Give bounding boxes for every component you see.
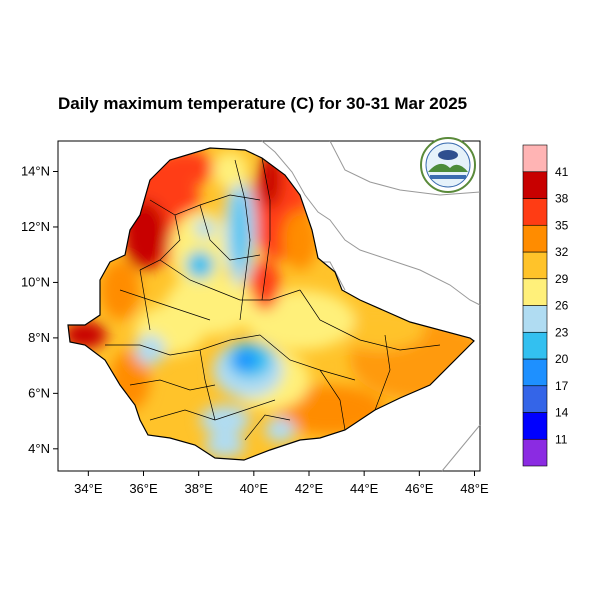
x-tick-label: 40°E [240,481,269,496]
x-tick-label: 34°E [74,481,103,496]
y-tick-label: 14°N [21,164,50,179]
colorbar-swatch [522,438,548,467]
y-tick-label: 8°N [28,330,50,345]
colorbar-swatch [522,144,548,173]
x-axis: 34°E 36°E 38°E 40°E 42°E 44°E 46°E 48°E [74,471,489,496]
x-tick-label: 42°E [295,481,324,496]
x-tick-label: 44°E [350,481,379,496]
colorbar-swatch [522,251,548,280]
colorbar-swatch [522,358,548,387]
colorbar: 11 14 17 20 23 26 29 32 35 38 41 [522,144,569,467]
y-tick-label: 10°N [21,274,50,289]
map-title: Daily maximum temperature (C) for 30-31 … [58,94,468,113]
colorbar-swatch [522,412,548,440]
colorbar-label: 35 [555,218,569,232]
y-tick-label: 4°N [28,441,50,456]
x-tick-label: 48°E [460,481,489,496]
colorbar-label: 20 [555,352,569,366]
colorbar-label: 41 [555,165,569,179]
meteorology-agency-logo [420,137,476,193]
colorbar-label: 26 [555,299,569,313]
colorbar-swatch [522,224,548,253]
colorbar-swatch [522,385,548,413]
colorbar-label: 32 [555,245,569,259]
x-tick-label: 38°E [184,481,213,496]
x-tick-label: 46°E [405,481,434,496]
colorbar-label: 23 [555,325,569,339]
colorbar-swatch [522,331,548,360]
colorbar-swatch [522,171,548,199]
colorbar-label: 14 [555,406,569,420]
colorbar-label: 38 [555,192,569,206]
y-tick-label: 12°N [21,219,50,234]
colorbar-swatch [522,278,548,306]
admin-boundaries [105,157,441,441]
y-tick-label: 6°N [28,385,50,400]
colorbar-label: 11 [555,432,568,446]
colorbar-label: 17 [555,379,569,393]
colorbar-swatch [522,305,548,333]
colorbar-label: 29 [555,272,569,286]
x-tick-label: 36°E [129,481,158,496]
y-axis: 4°N 6°N 8°N 10°N 12°N 14°N [21,164,58,456]
neighbor-borders [261,140,481,472]
colorbar-swatch [522,198,548,226]
